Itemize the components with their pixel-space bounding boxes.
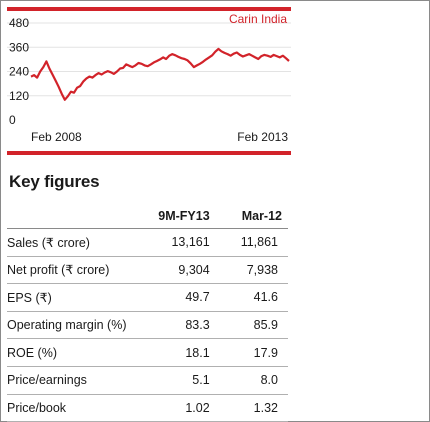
- value-9m-fy13: 9,304: [151, 256, 210, 285]
- x-tick-label-end: Feb 2013: [237, 130, 288, 144]
- table-row: EPS (₹) 49.7 41.6: [7, 283, 288, 312]
- table-header-row: 9M-FY13 Mar-12: [7, 204, 288, 229]
- price-chart: 480 360 240 120 0 Carin India Feb 2008 Feb 2…: [7, 7, 291, 155]
- key-figures-heading: Key figures: [9, 172, 100, 191]
- table-row: ROE (%) 18.1 17.9: [7, 338, 288, 367]
- top-accent-bar: [7, 7, 291, 11]
- table-row: Sales (₹ crore) 13,161 11,861: [7, 228, 288, 257]
- value-mar-12: 85.9: [209, 311, 288, 340]
- value-mar-12: 17.9: [209, 338, 288, 367]
- value-9m-fy13: 18.1: [151, 338, 210, 367]
- value-mar-12: 1.32: [209, 394, 288, 422]
- value-mar-12: 41.6: [209, 283, 288, 312]
- y-axis-ticks: 480 360 240 120 0: [9, 16, 29, 127]
- header-mar-12: Mar-12: [209, 204, 288, 229]
- row-label: Price/book: [7, 394, 152, 422]
- y-tick-label: 360: [9, 40, 29, 54]
- value-9m-fy13: 83.3: [151, 311, 210, 340]
- header-label-cell: [7, 204, 152, 229]
- value-mar-12: 11,861: [209, 228, 288, 257]
- value-9m-fy13: 1.02: [151, 394, 210, 422]
- header-9m-fy13: 9M-FY13: [151, 204, 210, 229]
- table-row: Net profit (₹ crore) 9,304 7,938: [7, 256, 288, 285]
- table-row: Operating margin (%) 83.3 85.9: [7, 311, 288, 340]
- y-tick-label: 480: [9, 16, 29, 30]
- value-mar-12: 7,938: [209, 256, 288, 285]
- value-mar-12: 8.0: [209, 366, 288, 395]
- chart-grid: [7, 22, 291, 97]
- row-label: Operating margin (%): [7, 311, 152, 340]
- chart-title: Carin India: [229, 12, 287, 26]
- x-tick-label-start: Feb 2008: [31, 130, 82, 144]
- value-9m-fy13: 49.7: [151, 283, 210, 312]
- table-row: Price/earnings 5.1 8.0: [7, 366, 288, 395]
- value-9m-fy13: 13,161: [151, 228, 210, 257]
- row-label: ROE (%): [7, 338, 152, 367]
- y-tick-label: 0: [9, 113, 16, 127]
- y-tick-label: 120: [9, 89, 29, 103]
- row-label: Net profit (₹ crore): [7, 256, 152, 285]
- table-row: Price/book 1.02 1.32: [7, 394, 288, 422]
- y-tick-label: 240: [9, 65, 29, 79]
- row-label: EPS (₹): [7, 283, 152, 312]
- key-figures-table: 9M-FY13 Mar-12 Sales (₹ crore) 13,161 11…: [7, 204, 288, 422]
- series-line: [30, 47, 290, 101]
- row-label: Price/earnings: [7, 366, 152, 395]
- bottom-accent-bar: [7, 151, 291, 155]
- value-9m-fy13: 5.1: [151, 366, 210, 395]
- row-label: Sales (₹ crore): [7, 228, 152, 257]
